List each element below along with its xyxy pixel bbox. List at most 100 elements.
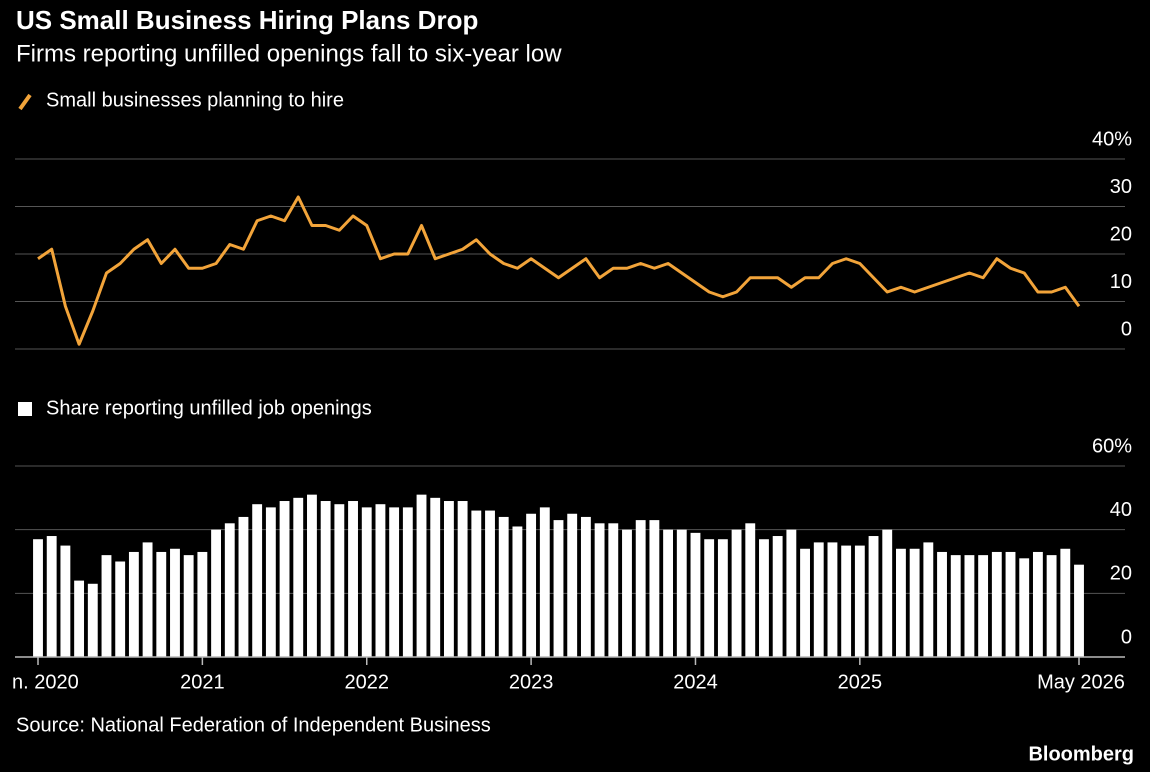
bar [594,523,605,657]
bar [526,513,537,657]
bar [950,555,961,657]
legend-icon [18,93,32,111]
bar [717,539,728,657]
x-tick-label: 2023 [509,671,554,693]
bar [238,516,249,657]
bar [964,555,975,657]
bar [211,529,221,657]
bar [553,520,564,657]
bar [745,523,756,657]
bar [731,529,742,657]
bar [772,536,783,657]
bar [389,507,400,657]
bar [265,507,276,657]
bar [635,520,646,657]
line [37,195,1081,346]
bar [402,507,413,657]
bar [348,501,358,657]
bar [498,516,509,657]
bar [539,507,550,657]
bar [827,542,838,657]
y-tick-label: 60% [1092,435,1132,457]
bar [252,504,263,657]
bar [293,497,304,657]
y-tick-label: 0 [1121,318,1132,340]
bar [307,494,317,657]
bar [759,539,769,657]
legend-label: Small businesses planning to hire [46,89,344,111]
bar [676,529,687,657]
x-tick-label: 2021 [180,671,225,693]
bar [443,501,454,657]
bar [909,548,920,657]
y-tick-label: 10 [1110,271,1132,293]
bar [580,516,591,657]
y-tick-label: 20 [1110,223,1132,245]
legend-icon [18,402,32,416]
source: Source: National Federation of Independe… [16,714,491,736]
bar [608,523,619,657]
bar [854,545,865,657]
bar [33,539,43,657]
bar [896,548,906,657]
brand: Bloomberg [1028,743,1134,765]
y-tick-label: 0 [1121,626,1132,648]
bar [1019,558,1030,657]
bar [978,555,989,657]
bar [622,529,632,657]
bar [334,504,345,657]
bar [991,551,1002,657]
bar [800,548,810,657]
bar [567,513,578,657]
bar [183,555,194,657]
bar [375,504,386,657]
x-tick-label: 2022 [344,671,389,693]
y-tick-label: 30 [1110,176,1132,198]
legend-label: Share reporting unfilled job openings [46,397,372,419]
bar [320,501,331,657]
x-tick-label: n. 2020 [12,671,79,693]
y-tick-label: 20 [1110,563,1132,585]
bar [142,542,153,657]
bar [46,536,57,657]
bar [786,529,797,657]
bar [156,551,167,657]
bar [430,497,441,657]
bar [868,536,879,657]
bar [704,539,715,657]
bar [690,532,701,657]
bar [87,583,98,657]
bar [224,523,235,657]
bar [841,545,852,657]
bar [416,494,427,657]
bar [471,510,482,657]
bar [101,555,112,657]
chart-title: US Small Business Hiring Plans Drop [16,5,478,35]
bar [813,542,824,657]
bar [663,529,674,657]
x-tick-label: 2024 [673,671,718,693]
bar [1060,548,1071,657]
bar [1046,555,1057,657]
bar [197,551,208,657]
bar [1074,564,1084,657]
bar [279,501,290,657]
bar [923,542,934,657]
bar [74,580,85,657]
bar [649,520,660,657]
bar [60,545,71,657]
bar [937,551,947,657]
bar [128,551,139,657]
bar [361,507,372,657]
bar [170,548,180,657]
bar [457,501,468,657]
bar [485,510,495,657]
y-tick-label: 40 [1110,499,1132,521]
x-tick-label: May 2026 [1037,671,1125,693]
bar [1005,551,1016,657]
x-tick-label: 2025 [838,671,883,693]
chart-subtitle: Firms reporting unfilled openings fall t… [16,40,562,67]
bar [115,561,126,657]
bar [882,529,893,657]
